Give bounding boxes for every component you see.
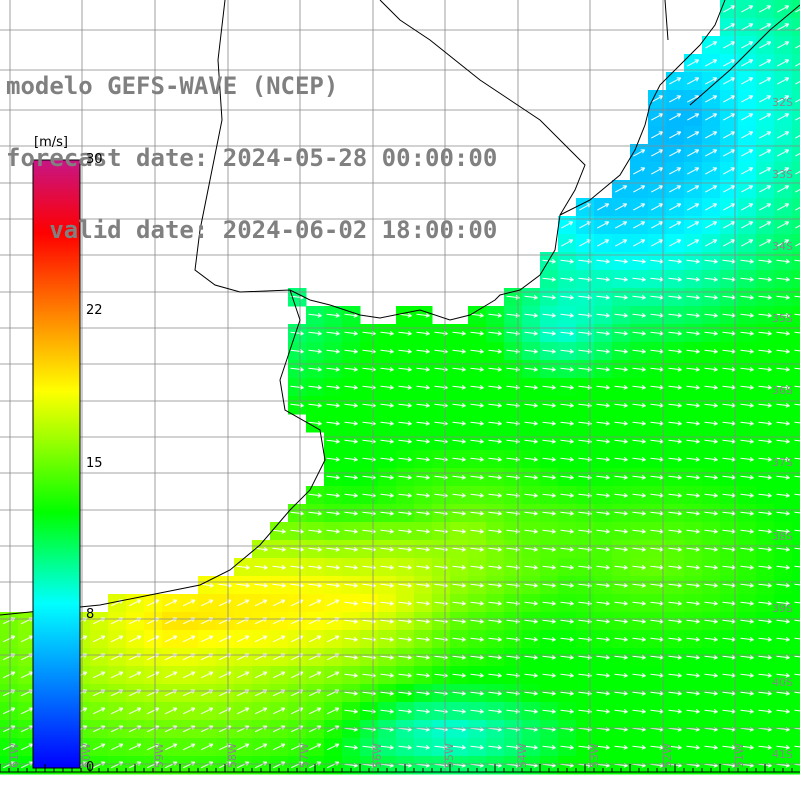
lat-label: 38S [772, 530, 793, 543]
colorbar-tick-15: 15 [86, 456, 103, 471]
lat-lon-grid [0, 0, 800, 772]
title-forecast-date: forecast date: 2024-05-28 00:00:00 [6, 144, 498, 172]
lat-label: 39S [772, 602, 793, 615]
colorbar-tick-22: 22 [86, 303, 103, 318]
lon-label: 52W [661, 743, 674, 768]
lat-label: 36S [772, 384, 793, 397]
lat-labels: 32S 33S 34S 35S 36S 37S 38S 39S 40S 41S [772, 96, 793, 761]
lon-label: 51W [733, 743, 746, 768]
colorbar-tick-8: 8 [86, 607, 95, 622]
colorbar [32, 159, 81, 769]
title-valid-date: valid date: 2024-06-02 18:00:00 [6, 216, 498, 244]
map-titles: modelo GEFS-WAVE (NCEP) forecast date: 2… [6, 26, 497, 266]
lat-label: 34S [772, 240, 793, 253]
title-model: modelo GEFS-WAVE (NCEP) [6, 72, 339, 100]
lat-label: 40S [772, 676, 793, 689]
lon-labels: 61W 60W 59W 58W 57W 56W 55W 54W 53W 52W 51W [8, 743, 746, 768]
lon-label: 54W [516, 743, 529, 768]
lat-label: 41S [772, 748, 793, 761]
lat-label: 35S [772, 312, 793, 325]
lon-label: 53W [588, 743, 601, 768]
coastline [0, 0, 800, 616]
lat-label: 37S [772, 456, 793, 469]
lon-label: 57W [298, 743, 311, 768]
lon-label: 61W [8, 743, 21, 768]
lon-label: 55W [443, 743, 456, 768]
wind-arrows [2, 5, 800, 769]
lon-label: 60W [80, 743, 93, 768]
lon-label: 58W [226, 743, 239, 768]
colorbar-unit: [m/s] [34, 135, 68, 150]
lat-label: 33S [772, 168, 793, 181]
lon-label: 56W [371, 743, 384, 768]
colorbar-tick-30: 30 [86, 152, 103, 167]
colorbar-tick-0: 0 [86, 760, 95, 775]
lon-label: 59W [153, 743, 166, 768]
lat-label: 32S [772, 96, 793, 109]
